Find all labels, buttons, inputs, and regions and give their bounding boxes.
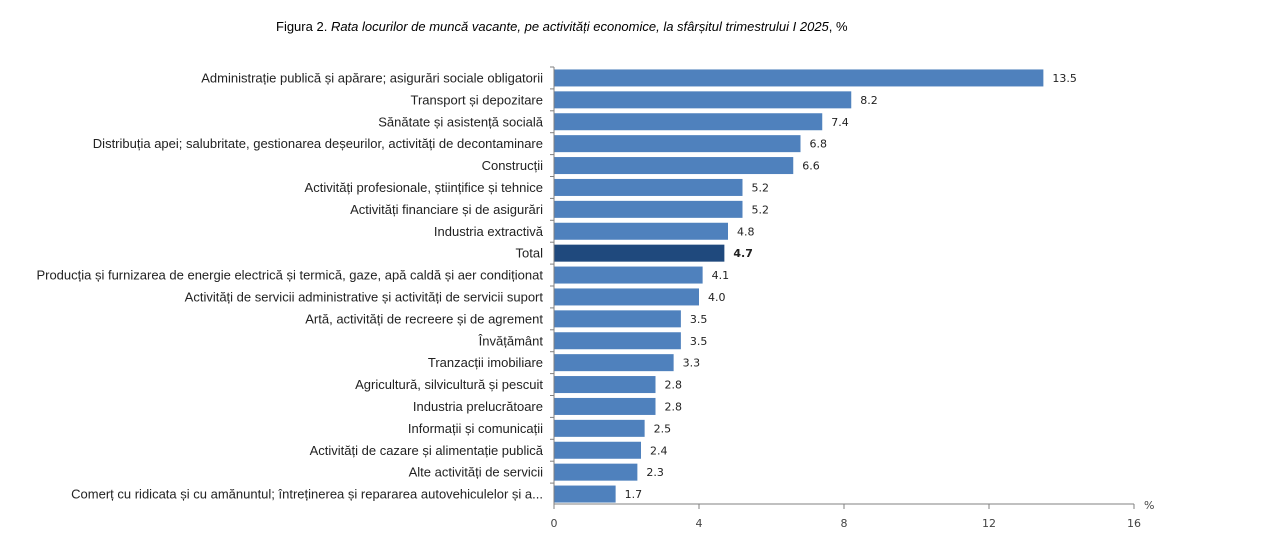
value-label: 7.4 — [831, 116, 849, 129]
category-label: Construcții — [482, 158, 544, 173]
title-text: Rata locurilor de muncă vacante, pe acti… — [330, 19, 829, 34]
bar — [554, 157, 794, 175]
value-label: 2.4 — [650, 444, 668, 457]
category-label: Administrație publică și apărare; asigur… — [201, 70, 543, 85]
category-label: Învățământ — [478, 333, 544, 348]
category-label: Agricultură, silvicultură și pescuit — [355, 377, 543, 392]
bar — [554, 397, 656, 415]
bar — [554, 441, 641, 459]
value-label: 4.8 — [737, 225, 755, 238]
bar — [554, 222, 728, 240]
category-label: Activități de cazare și alimentație publ… — [310, 443, 544, 458]
bar — [554, 288, 699, 306]
category-label: Activități de servicii administrative și… — [185, 289, 544, 304]
category-label: Activități profesionale, științifice și … — [305, 180, 543, 195]
chart-title: Figura 2. Rata locurilor de muncă vacant… — [276, 19, 848, 34]
title-prefix: Figura 2. — [276, 19, 328, 34]
x-axis-unit-label: % — [1144, 499, 1154, 512]
bar — [554, 266, 703, 284]
x-tick-label: 16 — [1127, 517, 1141, 530]
value-label: 6.6 — [802, 160, 820, 173]
category-label: Transport și depozitare — [411, 92, 543, 107]
category-label: Sănătate și asistență socială — [378, 114, 544, 129]
category-label: Artă, activități de recreere și de agrem… — [305, 311, 543, 326]
category-label: Distribuția apei; salubritate, gestionar… — [93, 136, 543, 151]
bar — [554, 244, 725, 262]
value-label: 2.8 — [665, 400, 683, 413]
bar — [554, 135, 801, 153]
bar — [554, 376, 656, 394]
category-label: Informații și comunicații — [408, 421, 543, 436]
category-label: Industria prelucrătoare — [413, 399, 543, 414]
value-label: 8.2 — [860, 94, 878, 107]
value-label: 2.5 — [654, 422, 672, 435]
value-label: 4.7 — [733, 247, 753, 260]
bar — [554, 200, 743, 218]
category-label: Producția și furnizarea de energie elect… — [36, 268, 543, 283]
bar — [554, 113, 823, 131]
category-label: Comerț cu ridicata și cu amănuntul; într… — [71, 487, 543, 502]
bar — [554, 485, 616, 503]
bar — [554, 419, 645, 437]
value-label: 3.5 — [690, 313, 708, 326]
value-label: 1.7 — [625, 488, 643, 501]
x-tick-label: 8 — [841, 517, 848, 530]
x-tick-label: 12 — [982, 517, 996, 530]
category-label: Tranzacții imobiliare — [428, 355, 543, 370]
category-label: Industria extractivă — [434, 224, 544, 239]
title-suffix: , % — [828, 19, 848, 34]
category-label: Alte activități de servicii — [409, 465, 543, 480]
value-label: 2.3 — [646, 466, 664, 479]
value-label: 6.8 — [810, 138, 828, 151]
bar — [554, 178, 743, 196]
value-label: 5.2 — [752, 181, 770, 194]
value-label: 5.2 — [752, 203, 770, 216]
value-label: 3.3 — [683, 357, 701, 370]
value-label: 4.1 — [712, 269, 730, 282]
bar — [554, 354, 674, 372]
x-tick-label: 4 — [696, 517, 703, 530]
value-label: 13.5 — [1052, 72, 1077, 85]
x-tick-label: 0 — [551, 517, 558, 530]
bar — [554, 310, 681, 328]
category-label: Activități financiare și de asigurări — [350, 202, 543, 217]
value-label: 2.8 — [665, 379, 683, 392]
value-label: 3.5 — [690, 335, 708, 348]
bar — [554, 463, 638, 481]
category-label: Total — [516, 246, 544, 261]
bar — [554, 69, 1044, 87]
bar — [554, 332, 681, 350]
bar — [554, 91, 852, 109]
value-label: 4.0 — [708, 291, 726, 304]
